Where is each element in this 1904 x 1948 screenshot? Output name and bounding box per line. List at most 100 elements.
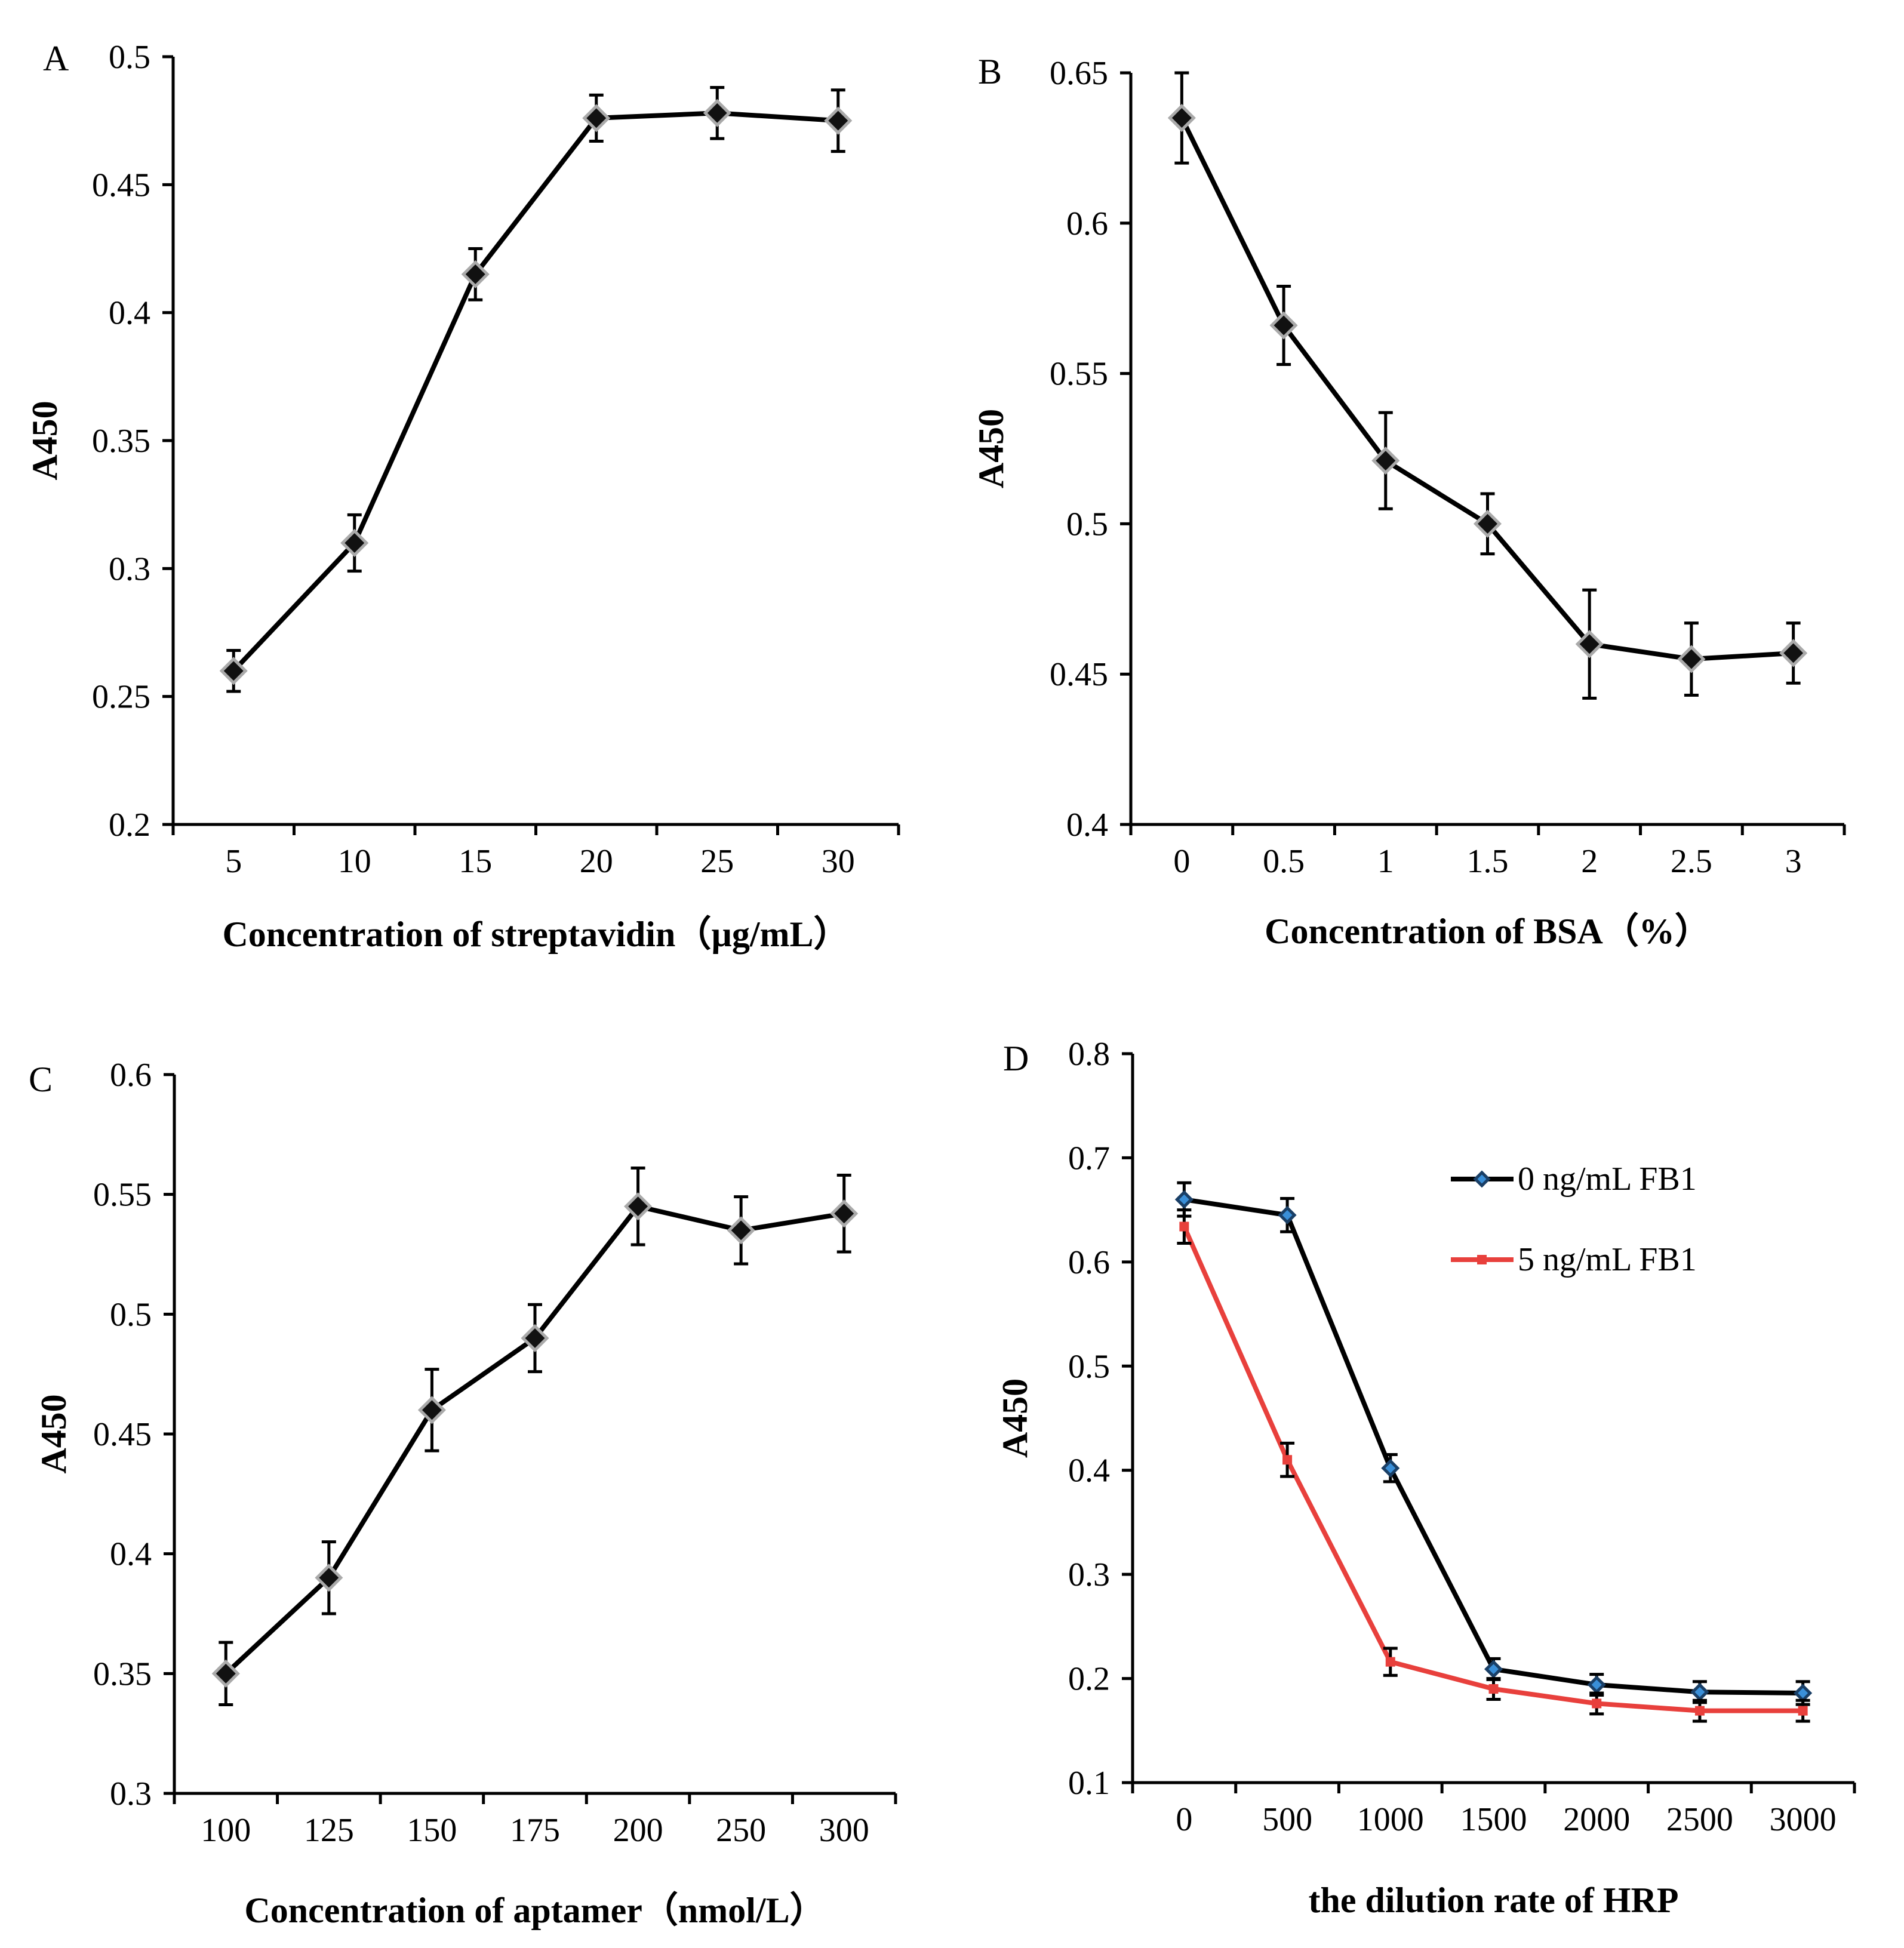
data-point [1167,104,1196,133]
y-tick-label: 0.45 [92,167,150,204]
y-tick-label: 0.55 [1050,356,1108,393]
data-point [624,1192,653,1221]
x-tick-label: 10 [338,843,371,880]
series-line [1182,1225,1803,1713]
y-tick-label: 0.3 [110,1775,152,1812]
data-point [1174,1190,1194,1209]
x-tick-label: 2.5 [1671,843,1712,880]
x-tick-label: 0 [1173,843,1190,880]
legend: 0 ng/mL FB1 5 ng/mL FB1 [1451,1161,1697,1278]
data-point [1690,1682,1709,1701]
y-tick-label: 0.55 [93,1177,152,1214]
series-line [1183,1197,1803,1695]
series-1 [1177,1208,1810,1723]
data-point [1381,1458,1400,1478]
series-0 [1174,1181,1813,1706]
y-tick-label: 0.5 [110,1296,152,1333]
x-tick-label: 15 [459,843,492,880]
data-point [521,1324,549,1353]
data-point [340,528,369,558]
y-axis-title: A450 [25,401,64,480]
data-point [1794,1684,1813,1703]
series-0 [211,1167,859,1707]
y-tick-label: 0.25 [92,679,150,716]
legend-label: 0 ng/mL FB1 [1518,1161,1697,1198]
x-tick-label: 150 [407,1812,457,1849]
data-point [315,1564,343,1592]
panel-label: D [1003,1039,1029,1078]
data-point [1488,1684,1499,1694]
data-point [1779,639,1808,667]
x-tick-label: 250 [716,1812,766,1849]
panel-label: A [43,39,69,78]
data-point [417,1396,446,1424]
data-point [1587,1675,1606,1694]
x-axis-title: Concentration of aptamer（nmol/L） [244,1890,825,1930]
y-tick-label: 0.7 [1068,1140,1110,1177]
series-0 [1167,71,1808,700]
x-tick-label: 5 [225,843,242,880]
data-point [211,1659,240,1688]
x-tick-label: 2 [1581,843,1598,880]
data-point [1179,1221,1189,1232]
x-tick-label: 2000 [1563,1801,1630,1838]
x-tick-label: 0 [1176,1801,1192,1838]
data-point [582,104,611,133]
x-tick-label: 200 [613,1812,663,1849]
x-tick-label: 3000 [1770,1801,1837,1838]
x-tick-label: 1 [1377,843,1394,880]
panel-label: B [978,52,1002,91]
x-tick-label: 3 [1785,843,1802,880]
legend-label: 5 ng/mL FB1 [1518,1241,1697,1278]
y-tick-label: 0.3 [1068,1556,1110,1593]
legend-swatch-marker [1477,1255,1487,1264]
series-line [224,1204,845,1676]
data-point [1484,1660,1503,1679]
x-tick-label: 125 [304,1812,354,1849]
data-point [1385,1657,1395,1667]
y-axis-title: A450 [971,409,1011,488]
y-tick-label: 0.45 [93,1416,152,1453]
panel-a: A 0.2 0.25 0.3 0.35 0.4 0.45 0.5 5 10 15 20 25 30 Conc… [25,39,900,954]
x-axis-title: Concentration of BSA（%） [1265,911,1711,951]
y-tick-label: 0.2 [1068,1661,1110,1698]
data-point [1592,1698,1602,1709]
y-tick-label: 0.35 [92,423,150,460]
panel-d: D 0.1 0.2 0.3 0.4 0.5 0.6 0.7 0.8 0 500 1000 1500 200… [995,1036,1856,1920]
x-tick-label: 500 [1262,1801,1312,1838]
x-tick-label: 2500 [1666,1801,1733,1838]
y-tick-label: 0.65 [1050,55,1108,92]
x-axis-title: the dilution rate of HRP [1309,1881,1679,1920]
panel-c: C 0.3 0.35 0.4 0.45 0.5 0.55 0.6 100 125 150 175 200… [29,1057,897,1930]
data-point [703,99,731,127]
data-point [1371,447,1400,475]
data-point [830,1199,859,1228]
y-tick-label: 0.6 [110,1057,152,1094]
data-point [1278,1205,1297,1224]
data-point [219,657,248,685]
series-line [1179,116,1794,662]
y-tick-label: 0.5 [1068,1348,1110,1385]
y-tick-label: 0.5 [1066,506,1108,543]
x-tick-label: 25 [700,843,734,880]
data-point [1798,1706,1808,1716]
data-point [727,1216,755,1245]
y-tick-label: 0.4 [110,1536,152,1573]
y-axis-title: A450 [34,1394,73,1473]
x-axis-title: Concentration of streptavidin（µg/mL） [222,914,849,954]
y-tick-label: 0.35 [93,1655,152,1692]
x-tick-label: 1000 [1357,1801,1424,1838]
data-point [1575,630,1604,658]
data-point [1473,509,1502,538]
x-tick-label: 0.5 [1263,843,1305,880]
y-tick-label: 0.5 [109,39,150,76]
y-tick-label: 0.2 [109,807,150,844]
panel-label: C [29,1060,53,1099]
data-point [1694,1706,1705,1716]
x-tick-label: 1.5 [1467,843,1509,880]
legend-swatch-marker [1473,1170,1491,1188]
data-point [1677,645,1706,673]
series-line [232,110,839,673]
y-tick-label: 0.4 [109,295,150,332]
x-tick-label: 175 [510,1812,560,1849]
